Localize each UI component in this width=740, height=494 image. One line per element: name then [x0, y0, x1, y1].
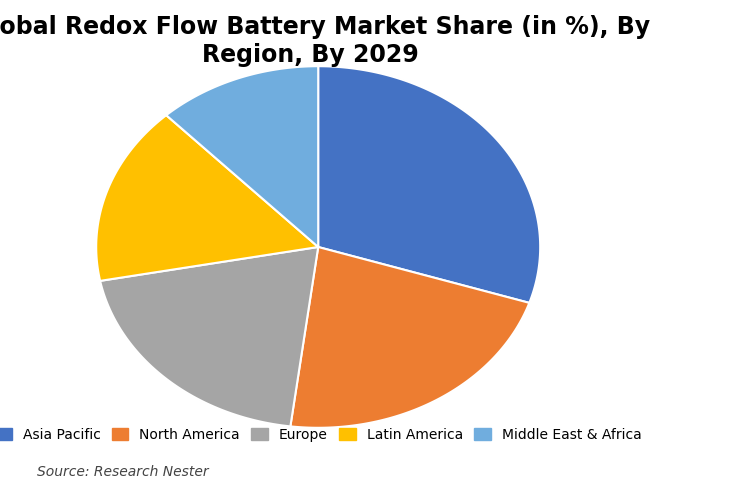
- Polygon shape: [166, 66, 318, 247]
- Bar: [636, 44, 651, 69]
- Text: Global Redox Flow Battery Market Share (in %), By
Region, By 2029: Global Redox Flow Battery Market Share (…: [0, 15, 650, 67]
- Polygon shape: [96, 115, 318, 281]
- Text: Source: Research Nester: Source: Research Nester: [37, 465, 209, 479]
- Polygon shape: [290, 247, 529, 428]
- Bar: [676, 48, 691, 69]
- Polygon shape: [318, 66, 540, 303]
- Legend: Asia Pacific, North America, Europe, Latin America, Middle East & Africa: Asia Pacific, North America, Europe, Lat…: [0, 422, 647, 448]
- Bar: [616, 53, 632, 69]
- Text: RESEARCH
NESTER: RESEARCH NESTER: [639, 71, 671, 81]
- Polygon shape: [100, 247, 318, 426]
- Bar: [657, 33, 672, 69]
